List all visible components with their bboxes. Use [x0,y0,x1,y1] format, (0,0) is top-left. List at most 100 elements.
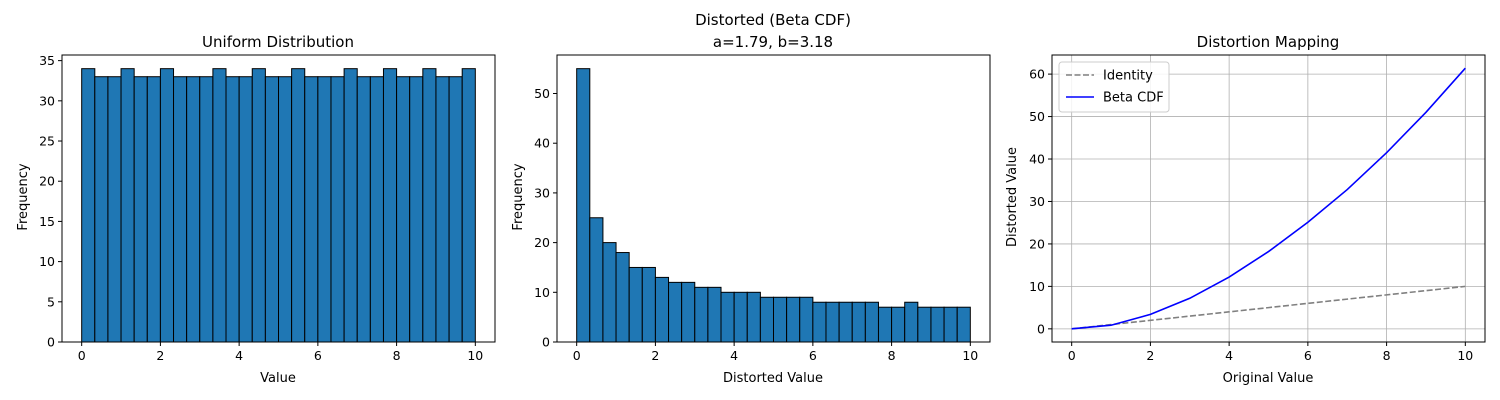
axes-frame [556,54,991,343]
y-tick-label: 10 [534,285,550,300]
histogram-bar [891,306,906,343]
y-tick-label: 0 [542,335,550,350]
histogram-bar [146,76,161,343]
histogram-bar [851,301,866,343]
y-tick-label: 50 [1029,109,1045,124]
histogram-bar [120,68,135,343]
histogram-bar [641,266,656,343]
histogram-bar [720,291,735,343]
histogram-bar [799,296,814,343]
axes-frame [1051,54,1486,343]
x-tick-label: 0 [78,348,86,363]
histogram-bar [225,76,240,343]
x-tick-label: 6 [809,348,817,363]
histogram-bar [396,76,411,343]
histogram-bar [173,76,188,343]
histogram-bar [589,217,604,343]
series-line [1071,285,1466,330]
x-tick-label: 10 [467,348,483,363]
histogram-bar [773,296,788,343]
x-tick-label: 8 [393,348,401,363]
histogram-bar [746,291,761,343]
histogram-bar [81,68,96,343]
histogram-bar [628,266,643,343]
x-tick-label: 6 [1304,348,1312,363]
histogram-bar [212,68,227,343]
histogram-bar [186,76,201,343]
histogram-bar [199,76,214,343]
x-tick-label: 2 [651,348,659,363]
x-tick-label: 2 [156,348,164,363]
y-tick-label: 60 [1029,67,1045,82]
plot-area: 0 2 4 6 8 10 0 10 20 30 40 50 [534,54,991,363]
y-tick-label: 30 [534,185,550,200]
histogram-bar [654,276,670,343]
distorted-beta-cdf-panel: Distorted (Beta CDF) a=1.79, b=3.18 0 2 4 6… [511,11,991,386]
histogram-bar [304,76,319,343]
y-axis-label: Distorted Value [1005,147,1020,247]
histogram-bar [877,306,893,343]
histogram-bar [681,281,696,343]
legend: Identity Beta CDF [1058,61,1170,113]
y-tick-label: 40 [1029,152,1045,167]
histogram-bar [330,76,345,343]
x-tick-label: 2 [1146,348,1154,363]
histogram-bar [825,301,840,343]
y-tick-label: 35 [39,53,55,68]
y-tick-label: 50 [534,86,550,101]
y-tick-label: 20 [1029,236,1045,251]
x-tick-label: 0 [1068,348,1076,363]
histogram-bar [943,306,958,343]
y-tick-label: 0 [47,335,55,350]
histogram-bar [343,68,358,343]
histogram-bar [602,242,617,343]
legend-label: Identity [1103,69,1153,84]
y-tick-label: 10 [39,254,55,269]
histogram-bar [956,306,971,343]
histogram-bar [576,68,591,343]
histogram-bar [133,76,148,343]
histogram-bar [356,76,371,343]
x-axis-label: Distorted Value [723,371,823,386]
y-tick-label: 15 [39,214,55,229]
plot-area: 0 2 4 6 8 10 0 5 10 15 20 25 30 35 [39,53,496,363]
histogram-bar [904,301,919,343]
histogram-bar [864,301,879,343]
y-tick-label: 0 [1037,321,1045,336]
chart-title: Distortion Mapping [1197,33,1340,51]
x-axis-label: Value [260,371,296,386]
series-line [1071,67,1466,330]
histogram-bar [733,291,748,343]
x-tick-label: 8 [888,348,896,363]
histogram-bar [435,76,450,343]
y-tick-label: 10 [1029,279,1045,294]
legend-label: Beta CDF [1103,91,1164,106]
histogram-bar [238,76,253,343]
y-tick-label: 40 [534,136,550,151]
y-axis-label: Frequency [511,163,526,230]
y-tick-label: 25 [39,134,55,149]
histogram-bar [317,76,332,343]
histogram-bar [812,301,827,343]
histogram-bar [251,68,266,343]
axes-frame [61,54,496,343]
histogram-bar [838,301,853,343]
histogram-bar [461,68,476,343]
x-axis-label: Original Value [1223,371,1314,386]
histogram-bar [930,306,945,343]
y-tick-label: 30 [39,93,55,108]
histogram-bar [615,252,630,343]
histogram-bar [278,76,293,343]
histogram-bar [448,76,463,343]
x-tick-label: 10 [962,348,978,363]
histogram-bar [291,68,306,343]
x-tick-label: 6 [314,348,322,363]
histogram-bar [159,68,175,343]
x-tick-label: 4 [730,348,738,363]
histogram-bar [917,306,932,343]
x-tick-label: 4 [235,348,243,363]
histogram-bar [786,296,801,343]
histogram-bar [409,76,424,343]
y-tick-label: 20 [39,174,55,189]
